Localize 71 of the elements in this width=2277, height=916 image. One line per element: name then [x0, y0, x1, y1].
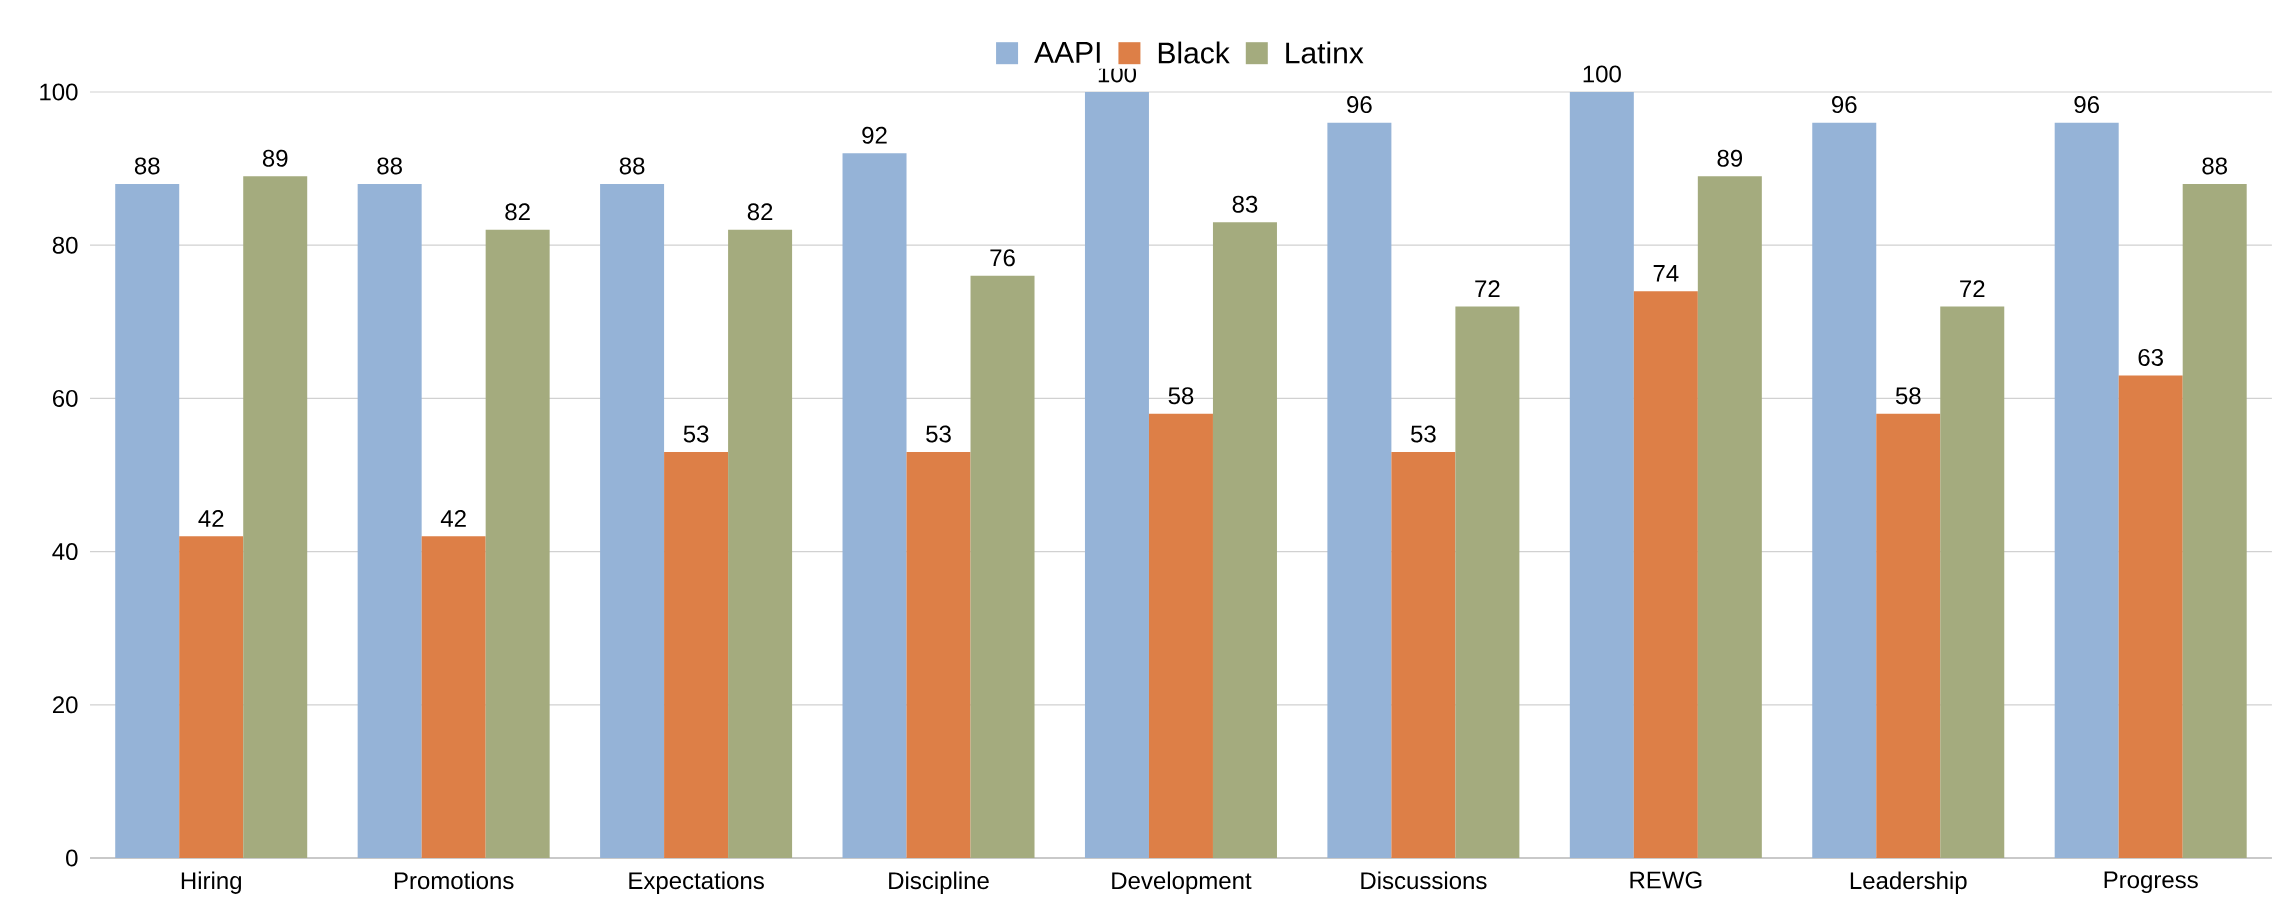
bar: [970, 275, 1035, 858]
bar: [664, 452, 729, 858]
x-tick-label: Progress: [2104, 871, 2198, 894]
bar: [485, 229, 550, 858]
bar: [179, 536, 244, 858]
bar: [2118, 375, 2183, 858]
data-label: 58: [1895, 387, 1921, 405]
data-label: 82: [747, 203, 773, 221]
x-tick-label: Hiring: [181, 871, 241, 894]
legend-label: Latinx: [1286, 41, 1364, 64]
bar: [1327, 122, 1392, 858]
bar: [421, 536, 486, 858]
bar: [1940, 306, 2005, 858]
data-label: 42: [440, 509, 466, 527]
bar: [357, 183, 422, 858]
data-label: 89: [1717, 149, 1743, 167]
data-label: 72: [1960, 280, 1985, 297]
data-label: 58: [1168, 387, 1194, 405]
data-label: 76: [990, 249, 1015, 267]
data-label: 88: [619, 157, 645, 175]
bar: [1084, 91, 1149, 858]
x-tick-label: REWG: [1630, 871, 1702, 889]
x-tick-label: Leadership: [1850, 871, 1967, 894]
data-label: 88: [134, 157, 160, 175]
y-tick-label: 20: [52, 696, 78, 714]
bar: [1148, 413, 1213, 858]
data-label: 88: [377, 157, 402, 175]
bar: [1391, 452, 1456, 858]
data-label: 89: [262, 149, 288, 167]
data-label: 96: [1832, 96, 1857, 114]
bar: [600, 183, 665, 858]
data-label: 63: [2138, 348, 2163, 366]
x-tick-label: Development: [1112, 871, 1252, 894]
data-label: 53: [1411, 425, 1436, 443]
bar: [1697, 176, 1762, 858]
bar: [2182, 183, 2247, 858]
bar: [906, 452, 971, 858]
bar: [1569, 91, 1634, 858]
data-label: 74: [1653, 265, 1679, 282]
bar: [243, 176, 308, 858]
data-label: 82: [505, 203, 530, 221]
bar: [1633, 291, 1698, 858]
y-tick-label: 100: [40, 83, 78, 101]
bar: [2054, 122, 2119, 858]
x-tick-label: Expectations: [629, 871, 764, 894]
x-tick-label: Promotions: [394, 871, 514, 890]
data-label: 100: [1583, 65, 1621, 83]
y-tick-label: 40: [52, 543, 78, 561]
bar: [1455, 306, 1520, 858]
data-label: 53: [926, 425, 951, 443]
legend-label: Black: [1158, 41, 1230, 64]
data-label: 72: [1475, 280, 1500, 297]
y-tick-label: 0: [66, 849, 78, 867]
y-tick-label: 60: [53, 389, 78, 407]
data-label: 83: [1232, 195, 1258, 213]
bar: [1876, 413, 1941, 858]
data-label: 42: [198, 509, 224, 527]
bar: [1812, 122, 1877, 858]
bar: [842, 153, 907, 858]
bar: [1212, 222, 1277, 858]
x-tick-label: Discipline: [889, 871, 989, 894]
data-label: 96: [1347, 96, 1372, 114]
data-label: 92: [862, 126, 887, 144]
y-tick-label: 80: [52, 236, 78, 254]
bar: [115, 183, 180, 858]
data-label: 96: [2074, 96, 2099, 114]
data-label: 53: [683, 425, 709, 443]
data-label: 88: [2202, 157, 2227, 175]
x-tick-label: Discussions: [1361, 871, 1487, 890]
legend-label: AAPI: [1034, 42, 1100, 63]
bar: [728, 229, 793, 858]
